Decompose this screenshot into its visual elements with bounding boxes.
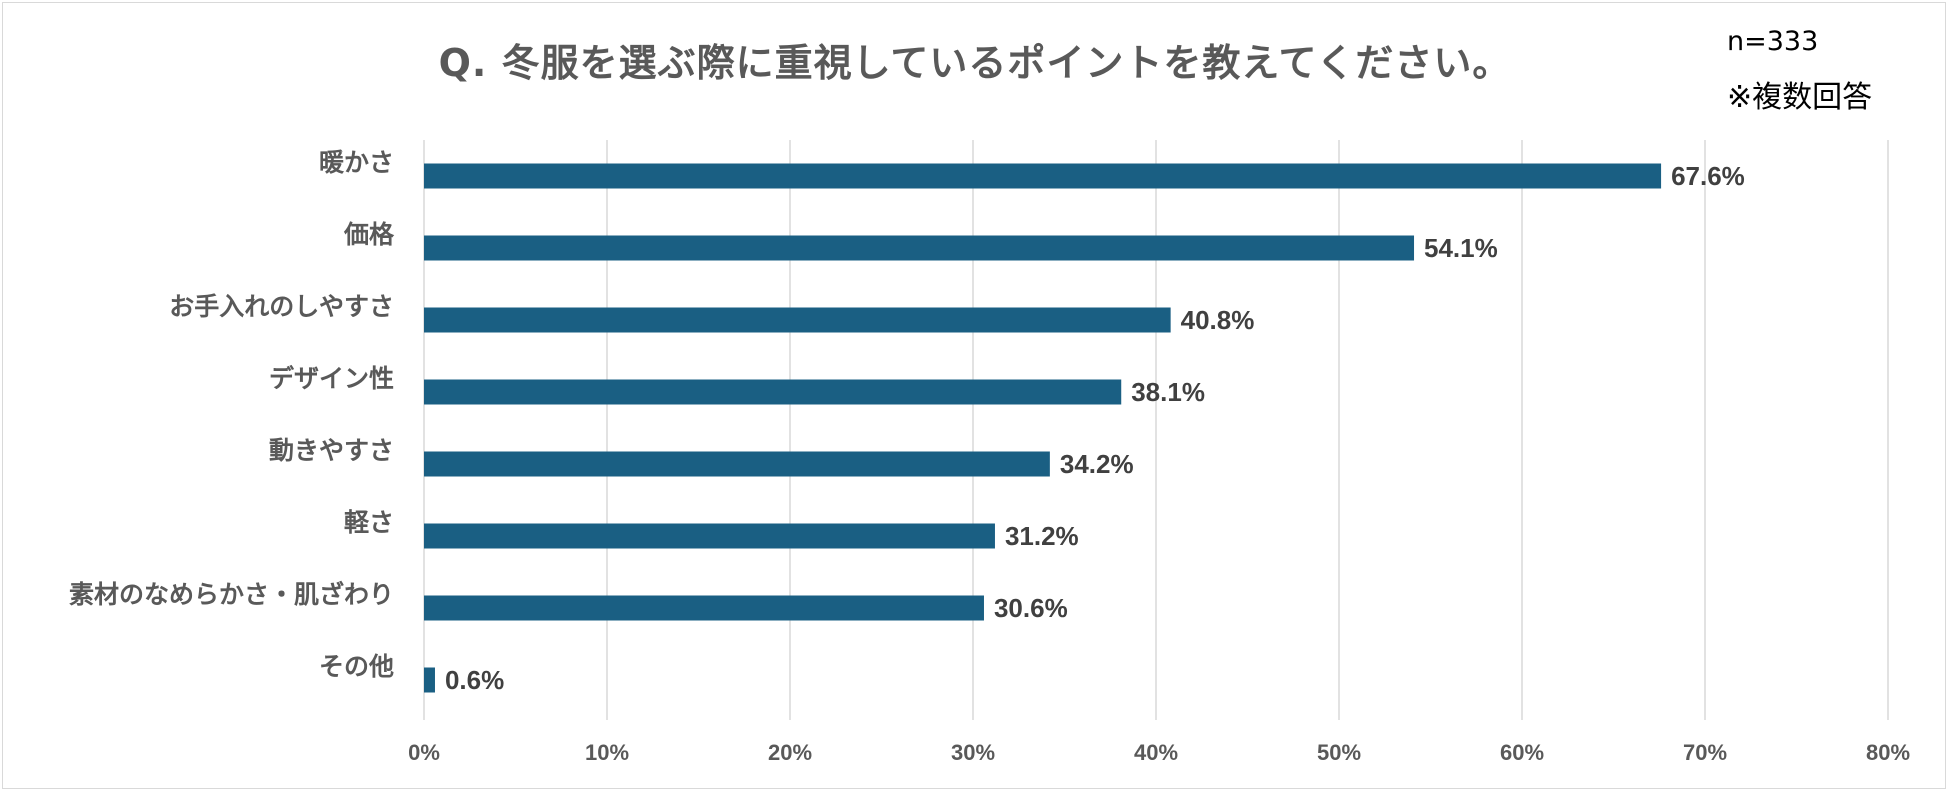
data-label: 0.6% (445, 665, 504, 695)
multiple-answer-note: ※複数回答 (1727, 80, 1873, 115)
category-labels: 暖かさ価格お手入れのしやすさデザイン性動きやすさ軽さ素材のなめらかさ・肌ざわりそ… (69, 149, 395, 681)
gridlines (423, 140, 1889, 720)
category-label: デザイン性 (269, 364, 394, 393)
x-tick-label: 60% (1500, 740, 1544, 765)
x-tick-label: 40% (1134, 740, 1178, 765)
bar (424, 235, 1415, 261)
category-label: 素材のなめらかさ・肌ざわり (69, 580, 394, 609)
category-label: 動きやすさ (269, 437, 394, 465)
sample-size-note: n=333 (1727, 26, 1819, 57)
x-tick-label: 20% (768, 740, 812, 765)
data-label: 30.6% (994, 593, 1068, 623)
data-label: 34.2% (1060, 449, 1134, 479)
bar (424, 667, 435, 693)
category-label: 軽さ (344, 509, 394, 537)
data-label: 31.2% (1005, 521, 1079, 551)
x-tick-label: 10% (585, 740, 629, 765)
x-tick-label: 50% (1317, 740, 1361, 765)
x-tick-label: 80% (1866, 740, 1910, 765)
bar (424, 451, 1050, 477)
x-axis-tick-labels: 0% 10% 20% 30% 40% 50% 60% 70% 80% (408, 740, 1910, 765)
value-labels: 67.6% 54.1% 40.8% 38.1% 34.2% 31.2% 30.6% 0.6% (445, 161, 1745, 695)
category-label: お手入れのしやすさ (169, 293, 394, 321)
category-label: 暖かさ (319, 149, 394, 177)
x-tick-label: 30% (951, 740, 995, 765)
x-tick-label: 70% (1683, 740, 1727, 765)
bar (424, 307, 1171, 333)
bar (424, 595, 984, 621)
bar (424, 163, 1662, 189)
chart-title: Q. 冬服を選ぶ際に重視しているポイントを教えてください。 (438, 41, 1512, 85)
data-label: 38.1% (1131, 377, 1205, 407)
x-tick-label: 0% (408, 740, 440, 765)
data-label: 54.1% (1424, 233, 1498, 263)
bar (424, 379, 1122, 405)
category-label: その他 (319, 653, 394, 681)
category-label: 価格 (343, 220, 395, 249)
bars (424, 163, 1662, 693)
data-label: 40.8% (1181, 305, 1255, 335)
data-label: 67.6% (1671, 161, 1745, 191)
bar (424, 523, 995, 549)
